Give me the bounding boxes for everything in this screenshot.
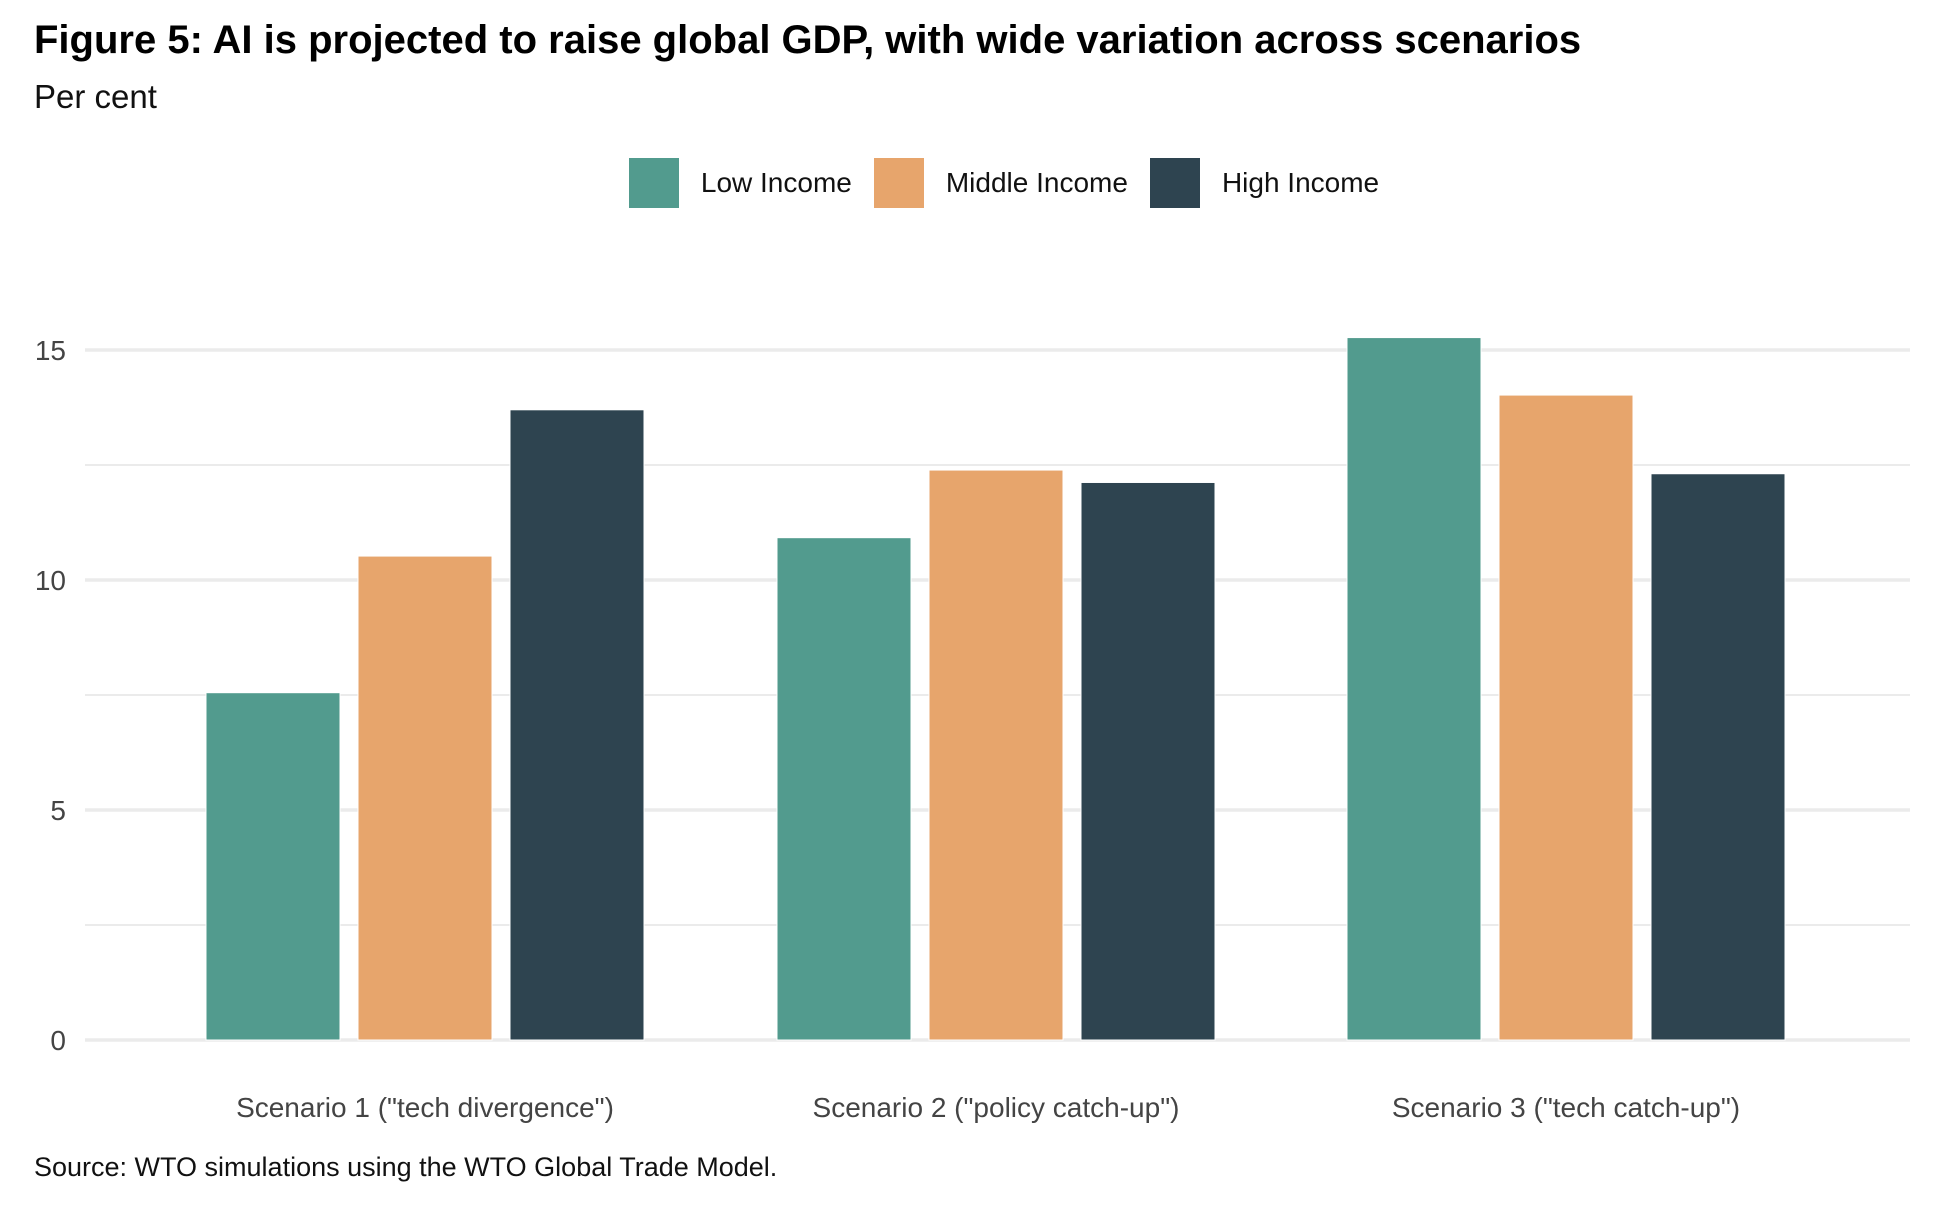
bar-low-income: [776, 537, 912, 1041]
bar-high-income: [1650, 473, 1786, 1041]
legend-label: High Income: [1221, 167, 1380, 198]
legend-label: Low Income: [700, 167, 852, 198]
bar-high-income: [1080, 481, 1216, 1041]
legend-swatch: [873, 158, 924, 208]
legend-item-high-income: High Income: [1149, 158, 1380, 208]
bar-middle-income: [928, 469, 1064, 1041]
bar-low-income: [1346, 337, 1482, 1041]
legend-swatch: [628, 158, 679, 208]
y-tick-label: 15: [35, 335, 66, 366]
bar-middle-income: [357, 555, 493, 1041]
x-tick-label: Scenario 1 ("tech divergence"): [236, 1092, 614, 1123]
bar-low-income: [205, 692, 341, 1041]
source-note: Source: WTO simulations using the WTO Gl…: [34, 1152, 778, 1182]
y-tick-label: 0: [50, 1025, 66, 1056]
bar-middle-income: [1498, 394, 1634, 1041]
legend-item-low-income: Low Income: [628, 158, 852, 208]
legend-label: Middle Income: [945, 167, 1128, 198]
bar-high-income: [509, 409, 645, 1041]
chart-subtitle: Per cent: [34, 78, 157, 115]
x-tick-label: Scenario 3 ("tech catch-up"): [1392, 1092, 1740, 1123]
chart-title: Figure 5: AI is projected to raise globa…: [34, 18, 1582, 62]
y-tick-label: 5: [50, 795, 66, 826]
legend-swatch: [1149, 158, 1200, 208]
x-tick-label: Scenario 2 ("policy catch-up"): [813, 1092, 1180, 1123]
legend: Low Income Middle Income High Income: [0, 158, 1948, 208]
legend-item-middle-income: Middle Income: [873, 158, 1128, 208]
y-tick-label: 10: [35, 565, 66, 596]
